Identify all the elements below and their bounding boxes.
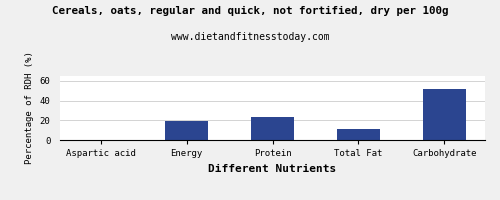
Bar: [251, 117, 294, 140]
Bar: [337, 129, 380, 140]
Bar: [165, 121, 208, 140]
Y-axis label: Percentage of RDH (%): Percentage of RDH (%): [25, 52, 34, 164]
X-axis label: Different Nutrients: Different Nutrients: [208, 164, 336, 174]
Bar: [423, 89, 466, 140]
Text: Cereals, oats, regular and quick, not fortified, dry per 100g: Cereals, oats, regular and quick, not fo…: [52, 6, 448, 16]
Text: www.dietandfitnesstoday.com: www.dietandfitnesstoday.com: [170, 32, 330, 42]
